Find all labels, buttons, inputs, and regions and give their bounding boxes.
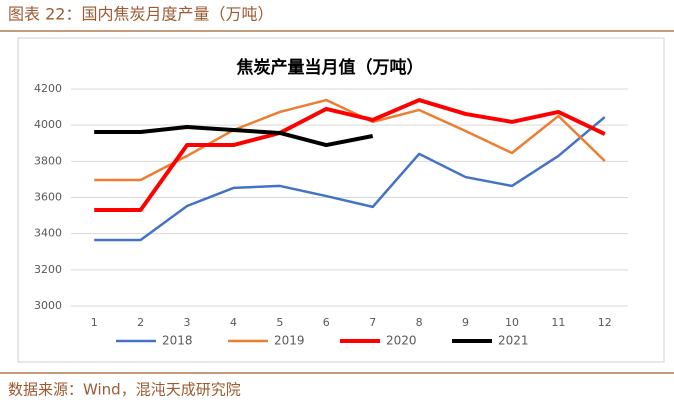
x-tick-label: 12 xyxy=(598,316,612,329)
y-tick-label: 3000 xyxy=(34,299,62,312)
y-tick-label: 3400 xyxy=(34,227,62,240)
x-tick-label: 2 xyxy=(137,316,144,329)
y-tick-label: 3200 xyxy=(34,263,62,276)
line-series xyxy=(94,124,374,148)
legend-label: 2019 xyxy=(274,334,305,348)
x-tick-label: 11 xyxy=(551,316,565,329)
legend-label: 2021 xyxy=(498,334,529,348)
x-tick-label: 9 xyxy=(462,316,469,329)
x-tick-label: 4 xyxy=(230,316,237,329)
y-tick-label: 4000 xyxy=(34,118,62,131)
x-tick-label: 10 xyxy=(505,316,519,329)
x-tick-label: 8 xyxy=(416,316,423,329)
y-tick-label: 3800 xyxy=(34,154,62,167)
legend-label: 2018 xyxy=(162,334,193,348)
y-tick-label: 3600 xyxy=(34,191,62,204)
line-series xyxy=(94,98,606,182)
line-series xyxy=(94,98,606,212)
line-series xyxy=(94,116,606,242)
source-note: 数据来源：Wind，混沌天成研究院 xyxy=(8,381,241,399)
x-tick-label: 7 xyxy=(369,316,376,329)
y-tick-label: 4200 xyxy=(34,82,62,95)
x-tick-label: 6 xyxy=(323,316,330,329)
x-tick-label: 1 xyxy=(91,316,98,329)
figure-header: 图表 22：国内焦炭月度产量（万吨） xyxy=(8,5,273,24)
x-tick-label: 3 xyxy=(184,316,191,329)
legend-label: 2020 xyxy=(386,334,417,348)
x-tick-label: 5 xyxy=(276,316,283,329)
chart-title: 焦炭产量当月值（万吨） xyxy=(236,57,424,78)
